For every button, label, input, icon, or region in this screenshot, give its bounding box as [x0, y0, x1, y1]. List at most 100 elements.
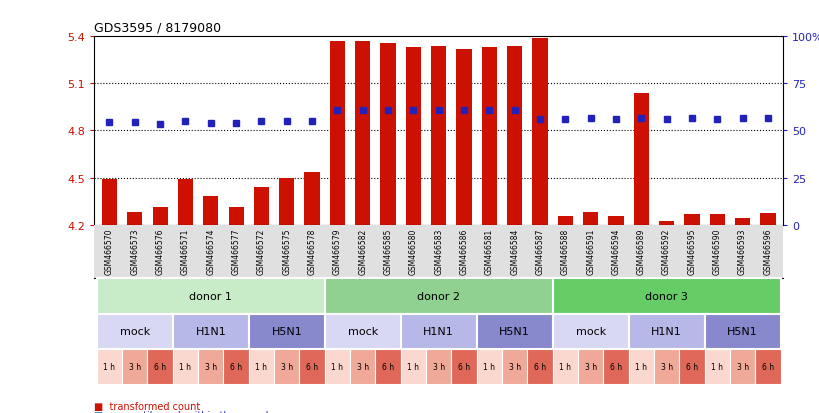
Bar	[684, 214, 699, 225]
Text: 6 h: 6 h	[533, 362, 545, 371]
Text: 3 h: 3 h	[356, 362, 369, 371]
Text: 6 h: 6 h	[457, 362, 469, 371]
Text: 3 h: 3 h	[205, 362, 216, 371]
Bar	[254, 188, 269, 225]
Bar	[501, 349, 527, 384]
Bar	[653, 349, 678, 384]
Bar	[704, 349, 729, 384]
Text: H1N1: H1N1	[650, 326, 681, 337]
Text: donor 3: donor 3	[645, 291, 687, 301]
Bar	[729, 349, 754, 384]
Text: GSM466585: GSM466585	[383, 228, 392, 274]
Text: 3 h: 3 h	[584, 362, 596, 371]
Bar	[127, 213, 143, 225]
Text: GSM466570: GSM466570	[105, 228, 114, 274]
Bar	[400, 349, 426, 384]
Bar	[759, 214, 775, 225]
Bar	[152, 208, 168, 225]
Bar	[223, 349, 248, 384]
Bar	[532, 39, 547, 225]
Bar	[628, 349, 654, 384]
Text: GSM466590: GSM466590	[712, 228, 721, 274]
Bar	[426, 349, 450, 384]
Text: GSM466582: GSM466582	[358, 228, 367, 274]
Text: GSM466579: GSM466579	[333, 228, 342, 274]
Bar	[708, 214, 724, 225]
Text: 6 h: 6 h	[761, 362, 773, 371]
Bar	[476, 314, 552, 349]
Bar	[324, 314, 400, 349]
Bar	[577, 349, 603, 384]
Bar	[628, 314, 704, 349]
Text: ■  percentile rank within the sample: ■ percentile rank within the sample	[94, 411, 274, 413]
Bar	[603, 349, 628, 384]
Bar	[350, 349, 375, 384]
Bar	[355, 42, 370, 225]
Bar	[324, 349, 350, 384]
Text: GSM466576: GSM466576	[156, 228, 165, 274]
Bar	[456, 50, 471, 225]
Bar	[248, 314, 324, 349]
Text: 6 h: 6 h	[154, 362, 166, 371]
Text: 1 h: 1 h	[407, 362, 419, 371]
Text: GSM466577: GSM466577	[231, 228, 240, 274]
Bar	[506, 47, 522, 225]
Text: 6 h: 6 h	[609, 362, 622, 371]
Text: GSM466587: GSM466587	[535, 228, 544, 274]
Bar	[248, 349, 274, 384]
Text: H5N1: H5N1	[726, 326, 757, 337]
Bar	[400, 314, 476, 349]
Text: 6 h: 6 h	[305, 362, 318, 371]
Bar	[552, 314, 628, 349]
Text: H5N1: H5N1	[271, 326, 301, 337]
Bar	[329, 42, 345, 225]
Text: 1 h: 1 h	[710, 362, 722, 371]
Text: mock: mock	[120, 326, 150, 337]
Text: 6 h: 6 h	[230, 362, 242, 371]
Text: H5N1: H5N1	[499, 326, 529, 337]
Bar	[97, 314, 173, 349]
Bar	[476, 349, 501, 384]
Text: GSM466584: GSM466584	[509, 228, 518, 274]
Bar	[552, 349, 577, 384]
Bar	[203, 197, 218, 225]
Bar	[278, 178, 294, 225]
Bar	[97, 279, 324, 314]
Text: H1N1: H1N1	[195, 326, 226, 337]
Text: GSM466595: GSM466595	[686, 228, 695, 274]
Bar	[380, 43, 395, 225]
Text: GSM466593: GSM466593	[737, 228, 746, 274]
Text: donor 1: donor 1	[189, 291, 232, 301]
Text: GDS3595 / 8179080: GDS3595 / 8179080	[94, 21, 221, 35]
Text: donor 2: donor 2	[417, 291, 459, 301]
Bar	[173, 314, 248, 349]
Text: 1 h: 1 h	[559, 362, 571, 371]
Bar	[274, 349, 299, 384]
Bar	[608, 216, 622, 225]
Bar	[582, 213, 598, 225]
Text: GSM466594: GSM466594	[611, 228, 620, 274]
Text: 3 h: 3 h	[660, 362, 672, 371]
Text: 1 h: 1 h	[103, 362, 115, 371]
Text: 3 h: 3 h	[280, 362, 292, 371]
Text: 3 h: 3 h	[735, 362, 748, 371]
Text: GSM466583: GSM466583	[434, 228, 442, 274]
Text: 1 h: 1 h	[482, 362, 495, 371]
Text: 3 h: 3 h	[508, 362, 520, 371]
Text: 1 h: 1 h	[256, 362, 267, 371]
Text: GSM466571: GSM466571	[181, 228, 190, 274]
Text: GSM466581: GSM466581	[484, 228, 493, 274]
Text: 1 h: 1 h	[635, 362, 646, 371]
Text: GSM466591: GSM466591	[586, 228, 595, 274]
Bar	[734, 218, 749, 225]
Bar	[147, 349, 173, 384]
Text: 3 h: 3 h	[432, 362, 444, 371]
Bar	[678, 349, 704, 384]
Bar	[557, 216, 572, 225]
Text: GSM466578: GSM466578	[307, 228, 316, 274]
Bar	[552, 279, 780, 314]
Bar	[754, 349, 780, 384]
Bar	[324, 279, 552, 314]
Bar	[173, 349, 198, 384]
Text: ■  transformed count: ■ transformed count	[94, 401, 201, 411]
